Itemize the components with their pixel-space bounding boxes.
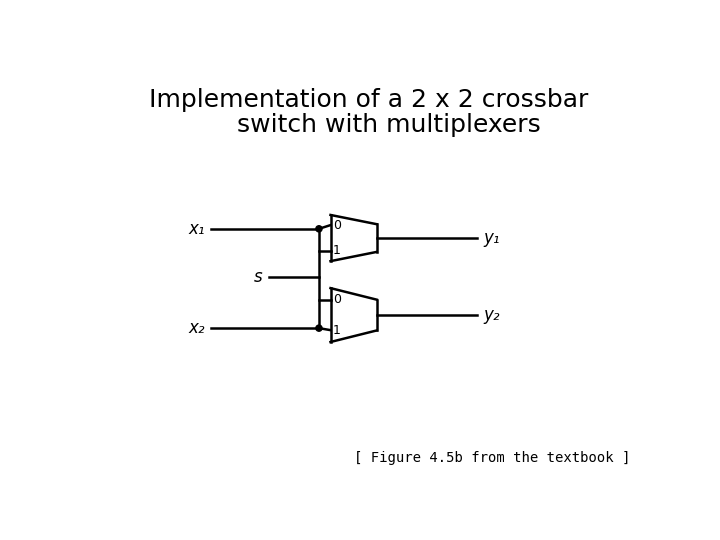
Text: 1: 1 [333, 323, 341, 336]
Text: x₂: x₂ [189, 319, 205, 337]
Text: s: s [254, 267, 263, 286]
Text: 1: 1 [333, 245, 341, 258]
Text: 0: 0 [333, 219, 341, 232]
Text: y₁: y₁ [483, 229, 500, 247]
Text: Implementation of a 2 x 2 crossbar: Implementation of a 2 x 2 crossbar [149, 88, 589, 112]
Circle shape [316, 325, 322, 331]
Text: [ Figure 4.5b from the textbook ]: [ Figure 4.5b from the textbook ] [354, 451, 631, 465]
Text: 0: 0 [333, 293, 341, 307]
Circle shape [316, 226, 322, 232]
Text: switch with multiplexers: switch with multiplexers [197, 112, 541, 137]
Text: y₂: y₂ [483, 306, 500, 324]
Text: x₁: x₁ [189, 220, 205, 238]
